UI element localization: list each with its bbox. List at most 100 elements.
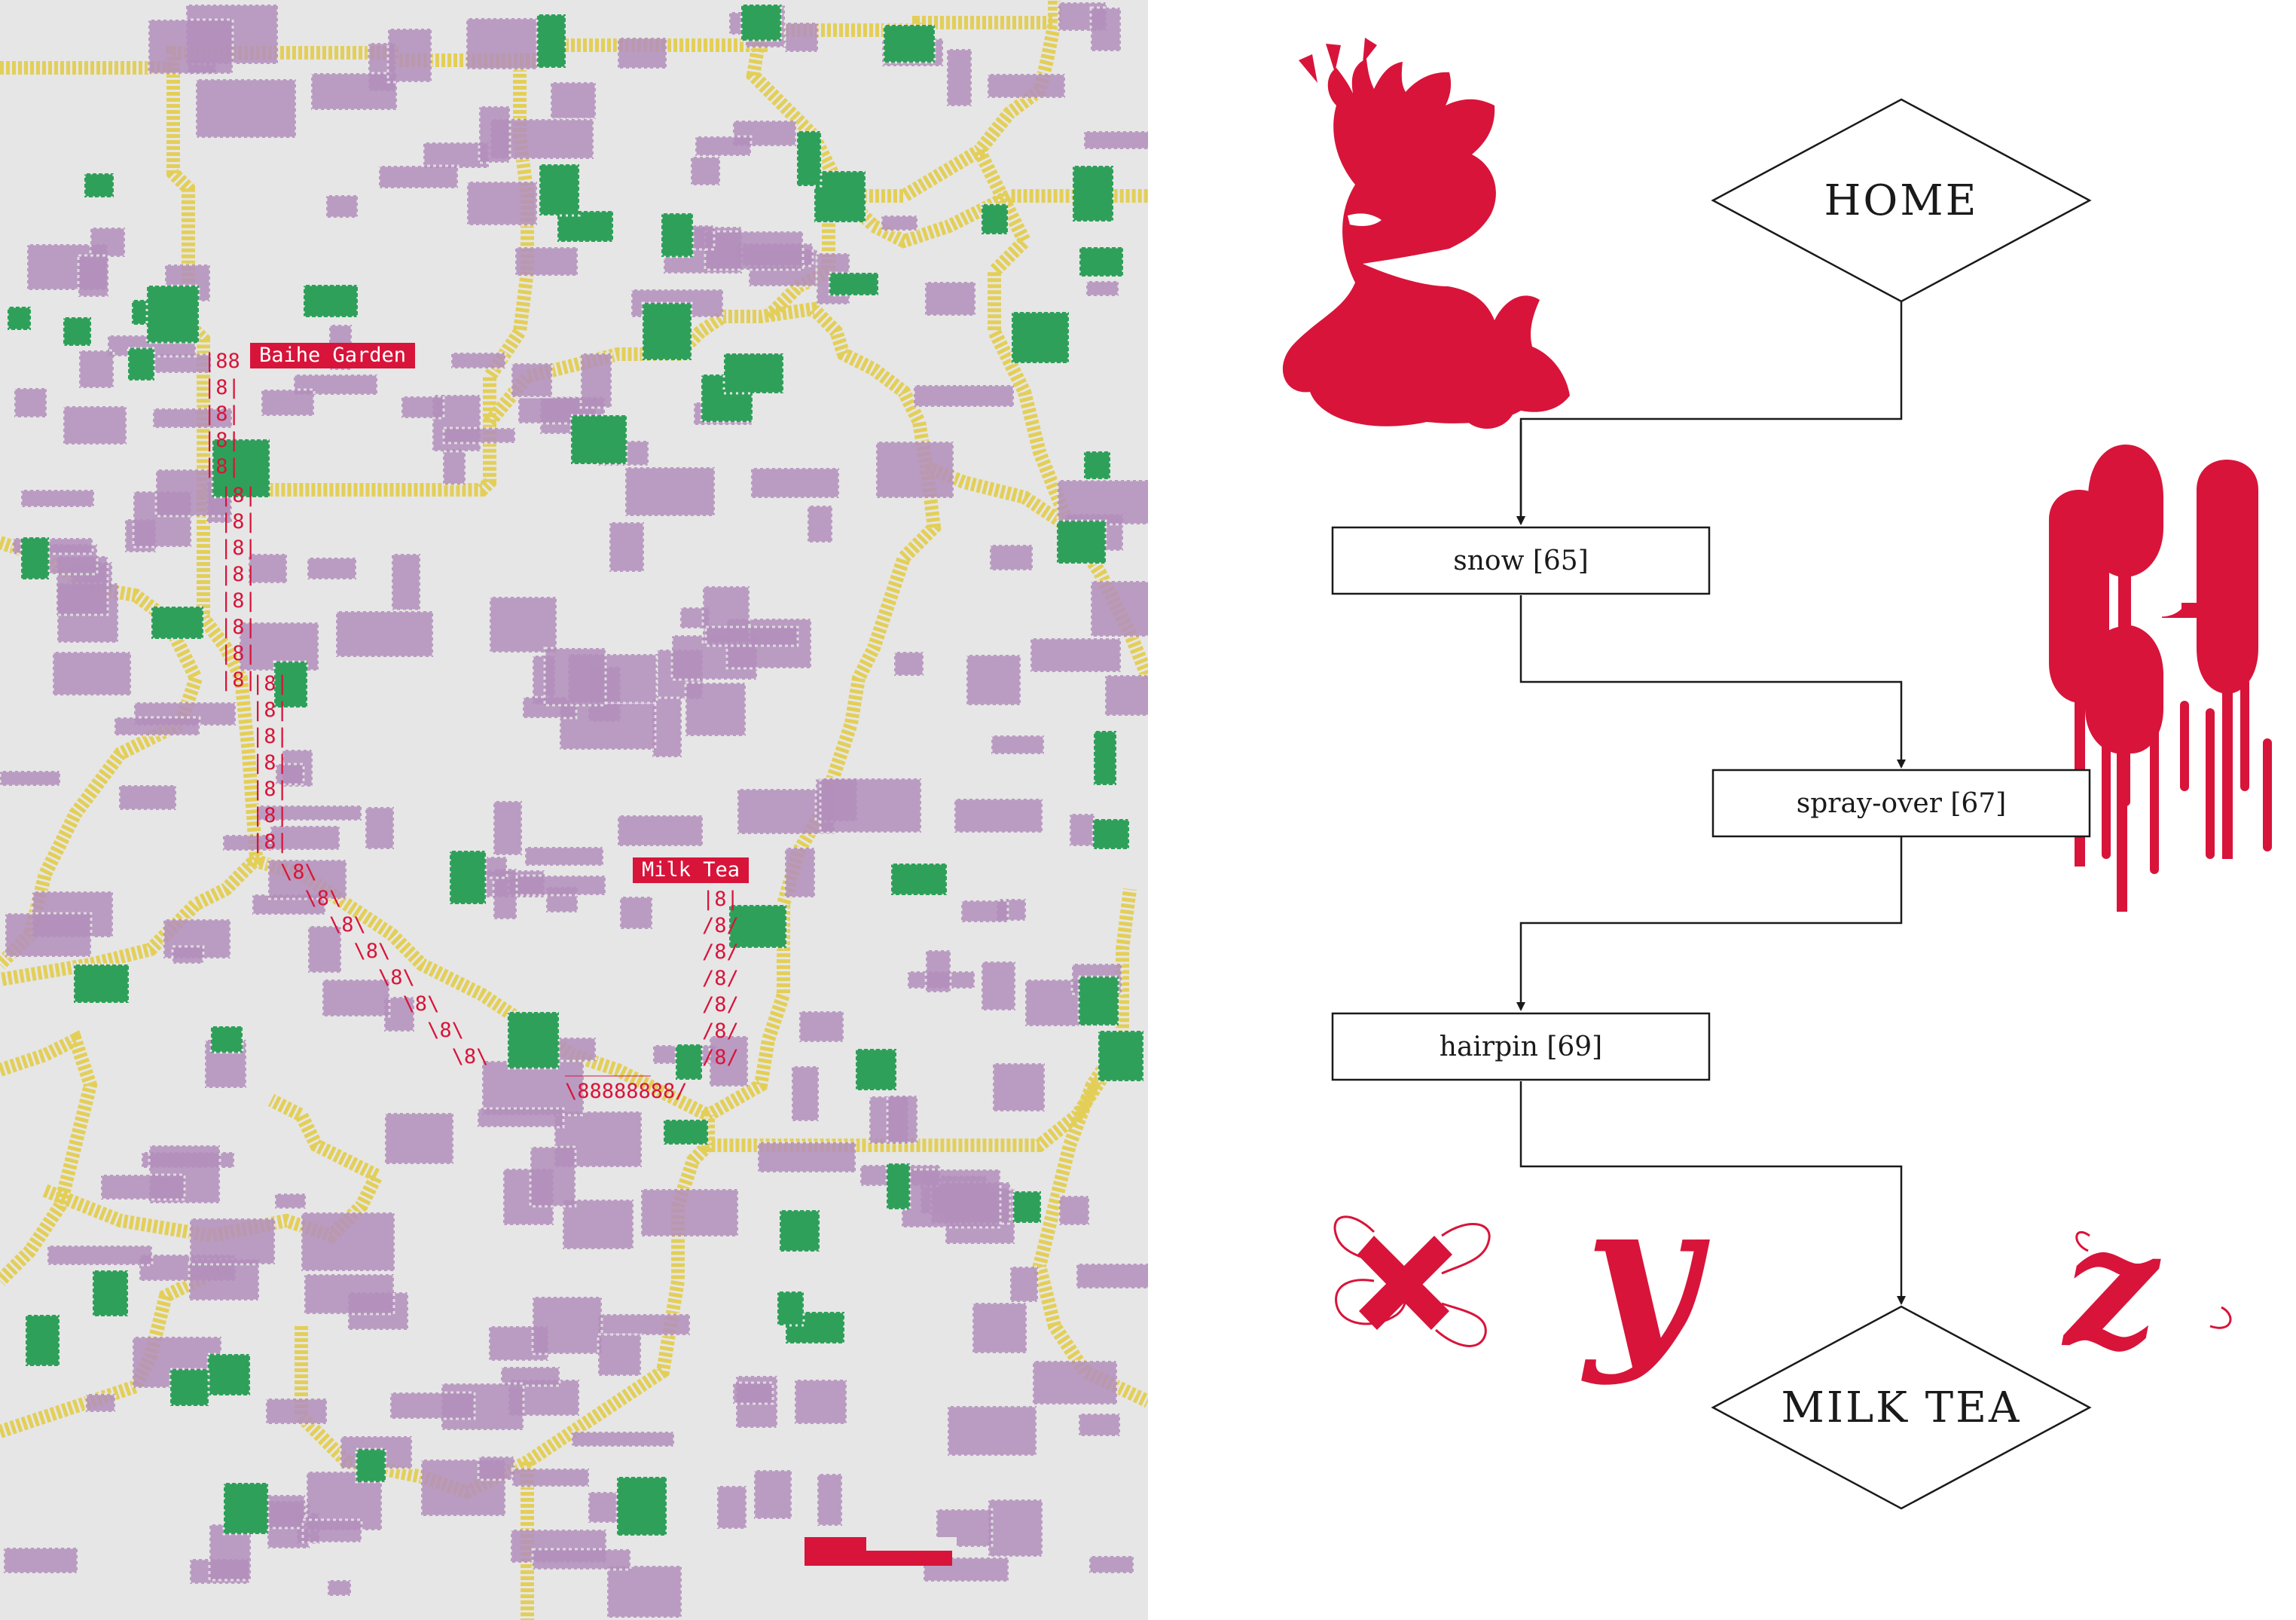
connector-home-to-snow: [1516, 301, 1903, 525]
building-block: [442, 426, 517, 445]
park-block: [660, 212, 695, 258]
park-block: [1092, 818, 1131, 851]
building-block: [334, 610, 435, 659]
building-block: [689, 155, 722, 187]
building-block: [303, 1273, 395, 1316]
building-block: [481, 1059, 585, 1117]
building-block: [274, 763, 305, 786]
building-block: [1029, 637, 1122, 674]
end-node: MILK TEA: [1711, 1305, 2092, 1510]
building-block: [684, 681, 747, 738]
glyph-y: y: [1579, 1158, 1711, 1388]
building-block: [793, 1378, 848, 1426]
building-block: [783, 21, 820, 53]
park-block: [72, 963, 130, 1004]
building-block: [945, 47, 973, 108]
building-block: [264, 1397, 328, 1426]
building-block: [886, 1094, 919, 1145]
building-block: [2, 1546, 79, 1575]
building-block: [694, 135, 753, 157]
park-block: [615, 1475, 668, 1537]
building-block: [880, 214, 919, 232]
building-block: [1075, 1262, 1148, 1290]
building-block: [912, 384, 1015, 408]
building-block: [549, 81, 597, 121]
park-block: [302, 283, 359, 319]
building-block: [321, 978, 391, 1018]
map-panel: |88 |8| |8| |8| |8| |8| |8| |8| |8| |8| …: [0, 0, 1148, 1620]
park-block: [890, 862, 948, 897]
building-block: [194, 78, 298, 139]
building-block: [46, 1244, 154, 1267]
building-block: [924, 280, 977, 317]
building-block: [326, 1579, 353, 1597]
building-block: [524, 845, 605, 867]
building-block: [624, 466, 716, 518]
park-block: [662, 1118, 710, 1146]
route-bottom: _______ \88888888/: [565, 1053, 688, 1103]
flowchart: HOME snow [65] spray-over [67] hairpin […: [1282, 38, 2272, 1510]
building-block: [390, 552, 422, 612]
building-block: [704, 625, 799, 647]
building-block: [750, 466, 841, 500]
building-block: [704, 230, 805, 271]
building-block: [960, 899, 1009, 924]
park-block: [728, 903, 788, 949]
building-block: [307, 925, 343, 974]
rooster-icon: [1282, 38, 1570, 429]
building-block: [4, 912, 93, 958]
building-block: [300, 1211, 396, 1273]
park-block: [127, 347, 156, 382]
building-block: [783, 846, 817, 899]
building-block: [756, 1141, 857, 1174]
building-block: [99, 1173, 186, 1201]
building-block: [188, 1258, 261, 1302]
building-block: [514, 246, 579, 277]
city-map: [0, 0, 1148, 1620]
park-block: [538, 163, 581, 217]
building-block: [618, 895, 654, 931]
building-block: [310, 72, 398, 112]
step-node-3-label: hairpin [69]: [1440, 1032, 1602, 1062]
building-block: [1058, 1194, 1091, 1227]
building-block: [587, 1490, 619, 1524]
building-block: [608, 521, 646, 573]
park-block: [1097, 1029, 1145, 1083]
building-block: [492, 799, 524, 857]
building-block: [51, 650, 133, 697]
park-block: [784, 1310, 846, 1345]
park-block: [854, 1047, 898, 1092]
building-block: [450, 351, 507, 370]
building-block: [465, 17, 539, 71]
park-block: [641, 301, 693, 362]
building-block: [531, 1548, 632, 1571]
building-block: [990, 734, 1046, 756]
route-diagonal-down: \8\ \8\ \8\ \8\ \8\ \8\ \8\ \8\: [280, 860, 489, 1068]
building-block: [1082, 130, 1148, 151]
park-block: [273, 660, 309, 709]
park-block: [722, 352, 785, 395]
building-block: [364, 805, 395, 851]
park-block: [6, 305, 32, 332]
step-node-3: hairpin [69]: [1331, 1012, 1711, 1081]
building-block: [1056, 478, 1148, 526]
building-block: [477, 1455, 516, 1481]
park-block: [448, 849, 487, 906]
park-block: [150, 605, 205, 640]
building-block: [78, 349, 115, 390]
building-block: [616, 36, 668, 70]
road: [166, 68, 1137, 1152]
building-block: [301, 1518, 363, 1544]
park-block: [355, 1447, 387, 1484]
building-block: [1085, 280, 1120, 298]
building-block: [510, 362, 554, 399]
park-block: [1012, 1190, 1043, 1224]
step-node-1-label: snow [65]: [1453, 546, 1589, 576]
park-block: [1071, 164, 1115, 223]
building-block: [476, 1107, 565, 1129]
building-block: [400, 395, 445, 420]
park-block: [1055, 519, 1107, 565]
building-block: [256, 804, 363, 822]
building-block: [20, 488, 96, 509]
park-block: [506, 1010, 560, 1070]
